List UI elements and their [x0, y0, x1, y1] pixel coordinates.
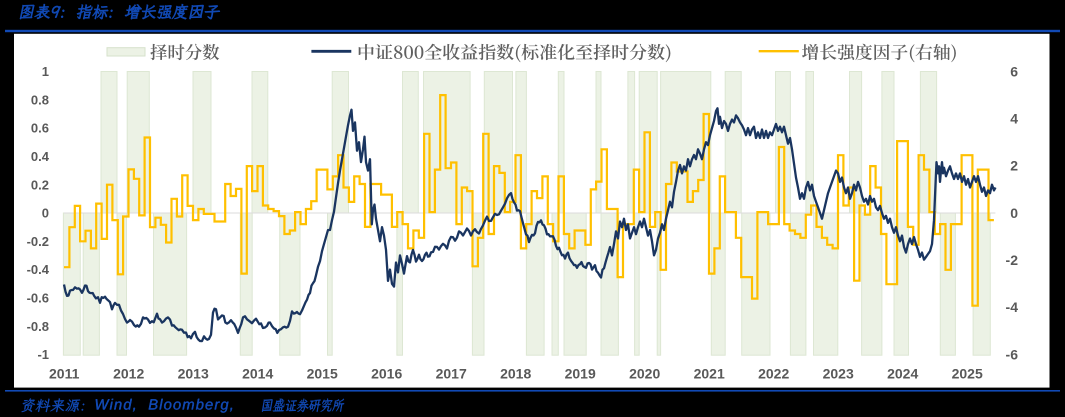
svg-text:1: 1 [42, 64, 49, 79]
svg-text:2016: 2016 [371, 366, 402, 382]
svg-text:2025: 2025 [952, 366, 983, 382]
svg-text:2012: 2012 [113, 366, 144, 382]
svg-text:2: 2 [1010, 158, 1018, 174]
svg-text:2015: 2015 [307, 366, 338, 382]
svg-text:0: 0 [42, 206, 49, 221]
svg-text:-0.2: -0.2 [27, 234, 49, 249]
svg-text:0.4: 0.4 [31, 149, 50, 164]
svg-text:0.8: 0.8 [31, 92, 49, 107]
svg-text:0.6: 0.6 [31, 121, 49, 136]
svg-text:4: 4 [1010, 111, 1018, 127]
svg-text:2024: 2024 [887, 366, 918, 382]
svg-text:0.2: 0.2 [31, 177, 49, 192]
svg-text:2023: 2023 [823, 366, 854, 382]
svg-text:6: 6 [1010, 63, 1018, 79]
svg-text:2019: 2019 [565, 366, 596, 382]
svg-text:2022: 2022 [758, 366, 789, 382]
svg-text:2018: 2018 [500, 366, 531, 382]
svg-text:2013: 2013 [178, 366, 209, 382]
svg-text:-0.4: -0.4 [27, 262, 50, 277]
svg-text:-4: -4 [1006, 299, 1019, 315]
svg-text:2017: 2017 [436, 366, 467, 382]
svg-text:-6: -6 [1006, 346, 1019, 362]
svg-text:-0.8: -0.8 [27, 319, 49, 334]
svg-text:2011: 2011 [49, 366, 80, 382]
svg-text:-0.6: -0.6 [27, 291, 49, 306]
svg-text:2020: 2020 [629, 366, 660, 382]
svg-text:2014: 2014 [242, 366, 273, 382]
svg-text:2021: 2021 [694, 366, 725, 382]
svg-text:-2: -2 [1006, 252, 1019, 268]
svg-text:0: 0 [1010, 205, 1018, 221]
svg-text:-1: -1 [37, 347, 49, 362]
